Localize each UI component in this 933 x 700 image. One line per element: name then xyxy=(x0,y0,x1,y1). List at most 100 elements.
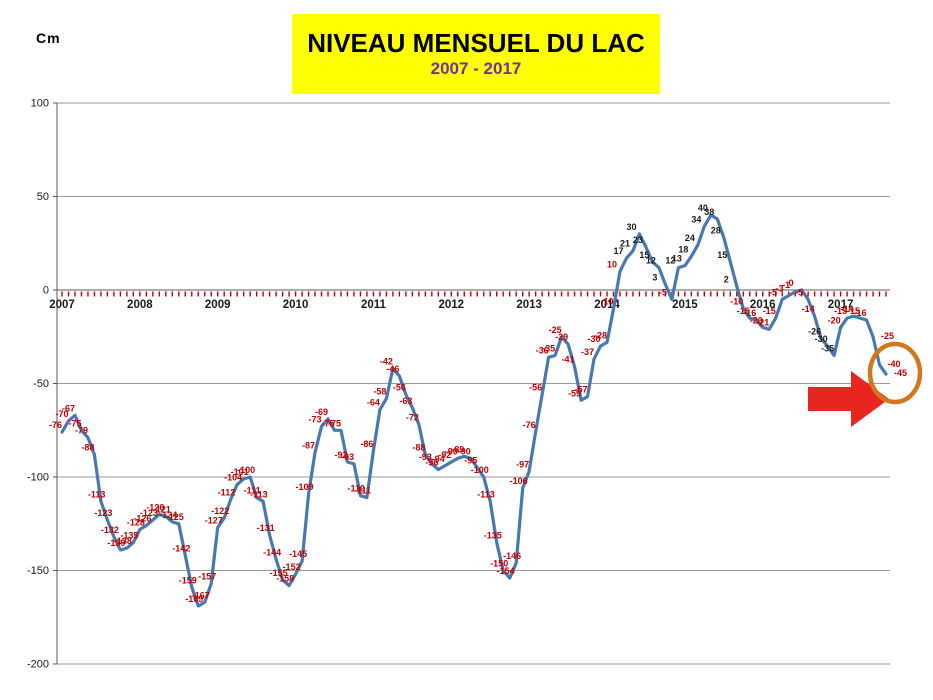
data-point-label: -135 xyxy=(120,530,138,540)
data-point-label: 2 xyxy=(724,274,729,284)
data-point-label: -135 xyxy=(484,530,502,540)
data-point-label: -15 xyxy=(834,306,847,316)
y-tick-label: -50 xyxy=(33,378,49,390)
data-point-label: -3 xyxy=(776,284,784,294)
data-point-label: -93 xyxy=(419,452,432,462)
data-point-label: -101 xyxy=(231,467,249,477)
data-point-label: -157 xyxy=(198,572,216,582)
y-tick-label: -150 xyxy=(27,565,49,577)
data-point-label: -113 xyxy=(88,489,106,499)
chart-title: NIVEAU MENSUEL DU LAC xyxy=(307,27,645,58)
data-point-label: 12 xyxy=(665,256,675,266)
data-point-label: -120 xyxy=(146,502,164,512)
data-point-label: -150 xyxy=(490,559,508,569)
data-point-label: -127 xyxy=(205,515,223,525)
data-point-label: 23 xyxy=(633,235,643,245)
y-tick-label: 0 xyxy=(43,285,49,297)
data-point-label: -167 xyxy=(192,590,210,600)
data-point-label: -113 xyxy=(250,489,268,499)
data-point-label: -111 xyxy=(354,486,371,496)
data-point-label: -97 xyxy=(516,459,529,469)
x-tick-label: 2010 xyxy=(283,299,309,311)
x-tick-label: 2007 xyxy=(49,299,75,311)
data-point-label: -106 xyxy=(510,476,528,486)
y-tick-label: 100 xyxy=(31,98,49,110)
data-point-label: -109 xyxy=(296,482,314,492)
x-tick-label: 2009 xyxy=(205,299,231,311)
data-point-label: -16 xyxy=(743,308,756,318)
data-point-label: -5 xyxy=(795,287,803,297)
data-point-label: -59 xyxy=(568,388,581,398)
chart-title-box: NIVEAU MENSUEL DU LAC 2007 - 2017 xyxy=(292,14,660,94)
data-point-label: -35 xyxy=(821,343,834,353)
data-point-label: -76 xyxy=(49,420,62,430)
data-point-label: -1 xyxy=(782,280,790,290)
data-point-label: 24 xyxy=(685,233,695,243)
data-point-label: -14 xyxy=(841,304,854,314)
data-point-label: -144 xyxy=(263,547,281,557)
data-point-label: -37 xyxy=(581,347,594,357)
data-point-label: -90 xyxy=(445,446,458,456)
data-point-label: -155 xyxy=(270,568,288,578)
data-point-label: -41 xyxy=(562,355,575,365)
data-point-label: -126 xyxy=(133,514,151,524)
data-point-label: -70 xyxy=(55,409,68,419)
data-point-label: -16 xyxy=(854,308,867,318)
data-point-label: -25 xyxy=(549,325,562,335)
data-point-label: -104 xyxy=(224,472,242,482)
data-point-label: -100 xyxy=(471,465,489,475)
data-point-label: -93 xyxy=(341,452,354,462)
data-point-label: 13 xyxy=(672,254,682,264)
data-point-label: -63 xyxy=(399,396,412,406)
data-point-label: -30 xyxy=(588,334,601,344)
data-point-label: -124 xyxy=(159,510,177,520)
x-tick-label: 2017 xyxy=(828,299,854,311)
data-point-label: -56 xyxy=(529,383,542,393)
data-point-label: -139 xyxy=(107,538,125,548)
data-point-label: 21 xyxy=(620,239,630,249)
data-point-label: -69 xyxy=(315,407,328,417)
data-point-label: -110 xyxy=(347,484,365,494)
data-point-label: -146 xyxy=(503,551,521,561)
data-point-label: -86 xyxy=(360,439,373,449)
data-point-label: -15 xyxy=(847,306,860,316)
data-point-label: -56 xyxy=(393,383,406,393)
data-point-label: -25 xyxy=(881,331,894,341)
data-point-label: -29 xyxy=(555,332,568,342)
data-point-label: -92 xyxy=(438,450,451,460)
data-point-label: -73 xyxy=(309,415,322,425)
data-point-label: 18 xyxy=(678,244,688,254)
data-point-label: -46 xyxy=(386,364,399,374)
x-tick-label: 2008 xyxy=(127,299,153,311)
data-point-label: 15 xyxy=(717,250,727,260)
data-point-label: -96 xyxy=(425,458,438,468)
data-point-label: -125 xyxy=(166,512,184,522)
data-point-label: -20 xyxy=(828,315,841,325)
data-point-label: -64 xyxy=(367,398,380,408)
data-point-label: 38 xyxy=(704,207,714,217)
data-point-label: 0 xyxy=(789,278,794,288)
highlight-arrow-icon xyxy=(808,371,889,427)
data-point-label: -57 xyxy=(575,385,588,395)
data-point-label: -111 xyxy=(244,486,261,496)
data-point-label: -131 xyxy=(257,523,275,533)
data-point-label: -14 xyxy=(802,304,815,314)
data-point-label: -154 xyxy=(497,566,515,576)
data-point-label: -5 xyxy=(659,287,667,297)
x-tick-label: 2013 xyxy=(516,299,542,311)
x-tick-label: 2011 xyxy=(361,299,387,311)
data-point-label: 34 xyxy=(691,214,701,224)
data-point-label: 10 xyxy=(607,259,617,269)
data-point-label: -10 xyxy=(600,297,613,307)
data-point-label: -88 xyxy=(81,443,94,453)
data-point-label: 40 xyxy=(698,203,708,213)
data-point-label: 12 xyxy=(646,256,656,266)
data-point-label: 3 xyxy=(652,272,657,282)
y-axis-unit-label: Cm xyxy=(36,30,61,46)
data-point-label: -95 xyxy=(464,456,477,466)
data-point-label: 17 xyxy=(613,246,623,256)
data-point-label: -67 xyxy=(62,403,75,413)
data-point-label: -122 xyxy=(211,506,229,516)
y-tick-label: -100 xyxy=(27,472,49,484)
